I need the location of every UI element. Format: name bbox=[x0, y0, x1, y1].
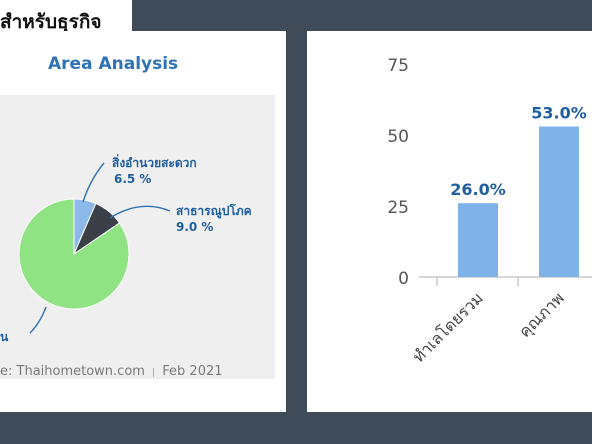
source-note: e: Thaihometown.com | Feb 2021 bbox=[0, 364, 223, 379]
x-category-label: คุณภาพ bbox=[515, 288, 568, 341]
slide-title: สำหรับธุรกิจ bbox=[0, 11, 102, 33]
pie-leader-utilities bbox=[109, 205, 171, 219]
pie-chart bbox=[18, 162, 171, 334]
pie-label-facilities-name: สิ่งอำนวยสะดวก bbox=[112, 156, 197, 170]
pie-label-utilities-name: สาธารณูปโภค bbox=[176, 204, 252, 218]
pie-label-facilities: สิ่งอำนวยสะดวก 6.5 % bbox=[112, 155, 197, 187]
bar-value-label: 26.0% bbox=[450, 180, 506, 199]
pie-leader-facilities bbox=[82, 162, 105, 203]
source-text: e: Thaihometown.com bbox=[0, 364, 145, 379]
y-tick-label: 0 bbox=[398, 269, 409, 289]
y-tick-label: 75 bbox=[387, 56, 409, 76]
pie-label-facilities-value: 6.5 % bbox=[114, 172, 152, 186]
pie-label-utilities-value: 9.0 % bbox=[176, 220, 214, 234]
source-date: Feb 2021 bbox=[162, 364, 223, 379]
bar-chart: 0 25 50 75 26.0% ทำเลโดยรวม 53.0% คุณภาพ bbox=[387, 56, 592, 366]
pie-slice-other bbox=[18, 198, 130, 310]
pie-label-other-name: น bbox=[0, 330, 9, 344]
y-tick-label: 25 bbox=[387, 198, 409, 218]
pie-chart-area: สิ่งอำนวยสะดวก 6.5 % สาธารณูปโภค 9.0 % น bbox=[0, 95, 275, 379]
pie-label-utilities: สาธารณูปโภค 9.0 % bbox=[176, 203, 252, 235]
slide-title-tab: สำหรับธุรกิจ bbox=[0, 0, 132, 36]
pie-leader-other bbox=[29, 306, 47, 334]
pie-chart-title: Area Analysis bbox=[48, 54, 179, 74]
bar bbox=[458, 203, 498, 277]
bar-chart-panel: 0 25 50 75 26.0% ทำเลโดยรวม 53.0% คุณภาพ bbox=[307, 31, 592, 412]
x-category-label: ทำเลโดยรวม bbox=[409, 288, 487, 366]
bar-value-label: 53.0% bbox=[531, 103, 587, 122]
bar bbox=[539, 126, 579, 277]
y-tick-label: 50 bbox=[387, 127, 409, 147]
source-separator: | bbox=[152, 368, 156, 378]
pie-chart-panel: Area Analysis สิ่งอำนวยสะดวก 6.5 % สาธาร… bbox=[0, 31, 286, 412]
pie-label-other: น bbox=[0, 329, 8, 345]
